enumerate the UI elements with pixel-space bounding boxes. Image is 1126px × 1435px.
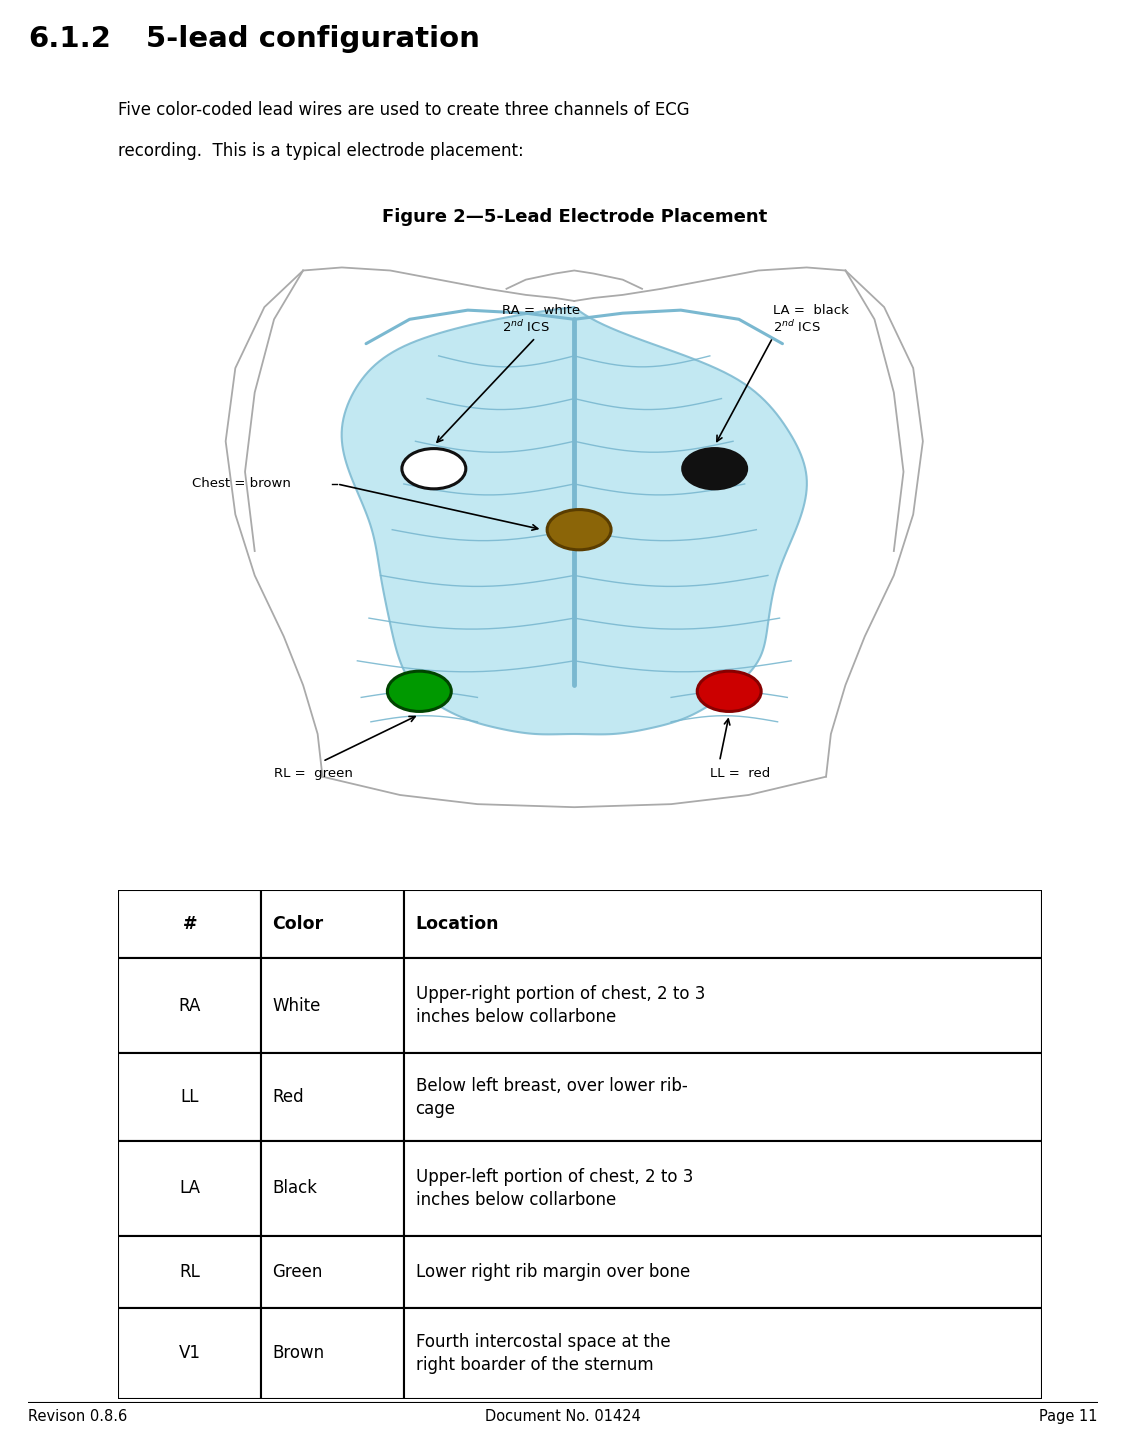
Bar xyxy=(118,959,261,1053)
Text: Page 11: Page 11 xyxy=(1039,1409,1098,1424)
Bar xyxy=(118,1053,261,1141)
Polygon shape xyxy=(341,307,807,735)
Bar xyxy=(261,1053,404,1141)
Text: Revison 0.8.6: Revison 0.8.6 xyxy=(28,1409,127,1424)
Text: Brown: Brown xyxy=(272,1345,324,1362)
Text: recording.  This is a typical electrode placement:: recording. This is a typical electrode p… xyxy=(118,142,524,161)
Text: Figure 2—5-Lead Electrode Placement: Figure 2—5-Lead Electrode Placement xyxy=(382,208,767,225)
Text: LL =  red: LL = red xyxy=(709,768,770,781)
Text: Five color-coded lead wires are used to create three channels of ECG: Five color-coded lead wires are used to … xyxy=(118,102,690,119)
Bar xyxy=(404,959,1042,1053)
Circle shape xyxy=(387,672,452,712)
Bar xyxy=(404,1053,1042,1141)
Text: Fourth intercostal space at the
right boarder of the sternum: Fourth intercostal space at the right bo… xyxy=(415,1333,670,1373)
Bar xyxy=(118,1307,261,1399)
Text: 2$^{nd}$ ICS: 2$^{nd}$ ICS xyxy=(501,319,549,334)
Bar xyxy=(404,1307,1042,1399)
Text: Below left breast, over lower rib-
cage: Below left breast, over lower rib- cage xyxy=(415,1076,687,1118)
Bar xyxy=(261,1236,404,1307)
Circle shape xyxy=(697,672,761,712)
Bar xyxy=(118,1141,261,1236)
Text: White: White xyxy=(272,997,321,1015)
Text: RL: RL xyxy=(179,1263,200,1281)
Text: Color: Color xyxy=(272,916,323,933)
Text: LL: LL xyxy=(180,1088,199,1106)
Text: 2$^{nd}$ ICS: 2$^{nd}$ ICS xyxy=(772,319,821,334)
Bar xyxy=(118,890,261,959)
Bar xyxy=(261,959,404,1053)
Text: 5-lead configuration: 5-lead configuration xyxy=(146,26,481,53)
Text: #: # xyxy=(182,916,197,933)
Bar xyxy=(404,1236,1042,1307)
Text: Document No. 01424: Document No. 01424 xyxy=(485,1409,641,1424)
Text: Location: Location xyxy=(415,916,499,933)
Text: Upper-right portion of chest, 2 to 3
inches below collarbone: Upper-right portion of chest, 2 to 3 inc… xyxy=(415,986,705,1026)
Text: RA =  white: RA = white xyxy=(501,304,580,317)
Bar xyxy=(261,1307,404,1399)
Text: 6.1.2: 6.1.2 xyxy=(28,26,111,53)
Bar xyxy=(261,890,404,959)
Text: Black: Black xyxy=(272,1180,318,1197)
Bar xyxy=(118,1236,261,1307)
Text: Upper-left portion of chest, 2 to 3
inches below collarbone: Upper-left portion of chest, 2 to 3 inch… xyxy=(415,1168,692,1208)
Text: RA: RA xyxy=(179,997,200,1015)
Circle shape xyxy=(402,449,466,489)
Text: V1: V1 xyxy=(179,1345,200,1362)
Bar xyxy=(404,1141,1042,1236)
Text: Chest = brown: Chest = brown xyxy=(191,478,291,491)
Text: Red: Red xyxy=(272,1088,304,1106)
Text: RL =  green: RL = green xyxy=(274,768,352,781)
Text: Green: Green xyxy=(272,1263,323,1281)
Circle shape xyxy=(547,509,611,550)
Bar xyxy=(404,890,1042,959)
Text: LA: LA xyxy=(179,1180,200,1197)
Bar xyxy=(261,1141,404,1236)
Circle shape xyxy=(682,449,747,489)
Text: LA =  black: LA = black xyxy=(772,304,849,317)
Text: Lower right rib margin over bone: Lower right rib margin over bone xyxy=(415,1263,690,1281)
